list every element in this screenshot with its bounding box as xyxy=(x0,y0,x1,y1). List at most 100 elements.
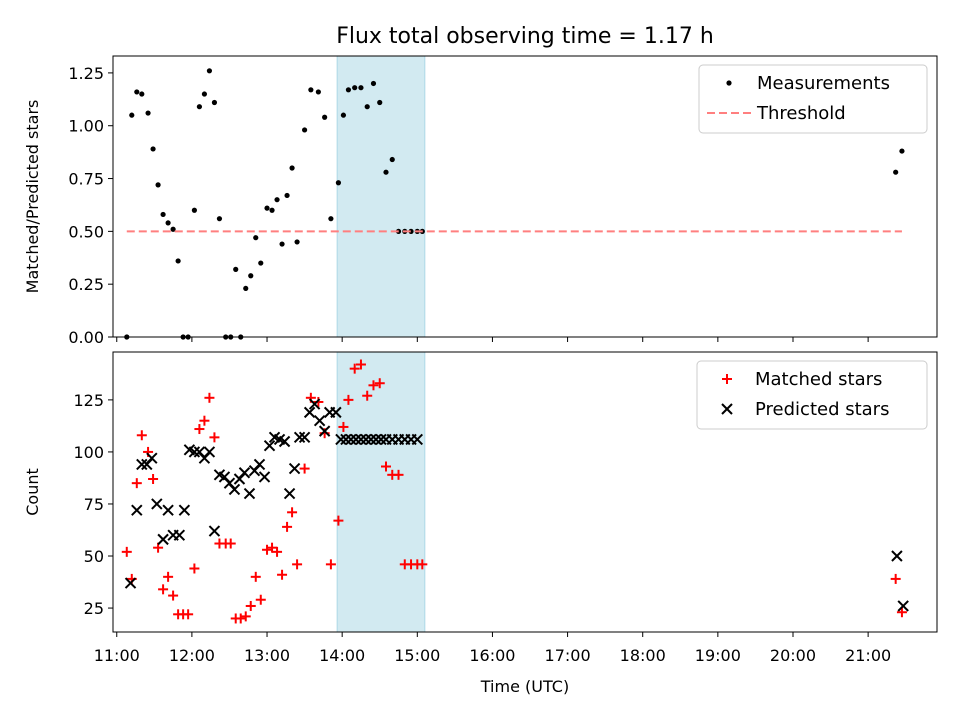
y-tick-label: 0.75 xyxy=(68,170,104,189)
predicted-point xyxy=(188,446,201,458)
measurement-point xyxy=(160,211,166,218)
legend-box xyxy=(696,360,928,430)
matched-point xyxy=(282,521,293,532)
matched-point xyxy=(417,559,428,570)
predicted-point xyxy=(365,433,377,446)
matched-point xyxy=(393,469,404,480)
measurement-point xyxy=(269,207,275,213)
matched-point xyxy=(189,563,200,574)
predicted-point xyxy=(278,435,291,448)
predicted-point xyxy=(228,483,241,496)
measurement-point xyxy=(206,68,213,74)
predicted-point xyxy=(238,467,251,479)
legend-key-measurements xyxy=(726,80,732,86)
predicted-point-b xyxy=(411,433,424,446)
x-tick-label: 12:00 xyxy=(169,646,215,665)
predicted-point xyxy=(340,433,352,446)
predicted-point-b xyxy=(360,433,372,446)
measurement-point xyxy=(145,110,151,116)
matched-point xyxy=(355,359,366,370)
y-tick-label: 50 xyxy=(84,547,104,566)
matched-point xyxy=(250,571,261,582)
predicted-point-b xyxy=(146,452,158,464)
predicted-point xyxy=(151,498,163,510)
predicted-point-b xyxy=(157,533,169,546)
measurement-point xyxy=(233,266,239,272)
predicted-point-b xyxy=(335,433,347,446)
measurement-point xyxy=(893,169,899,175)
x-tick-label: 18:00 xyxy=(620,646,666,665)
predicted-point-b xyxy=(208,525,221,537)
measurement-point xyxy=(165,220,171,226)
predicted-point-b xyxy=(278,435,291,448)
x-tick-label: 13:00 xyxy=(244,646,290,665)
predicted-point-b xyxy=(213,469,226,481)
predicted-point-b xyxy=(350,433,362,446)
predicted-point-b xyxy=(218,471,231,483)
matched-point xyxy=(374,378,385,389)
y-tick-label: 0.00 xyxy=(68,328,104,347)
predicted-point-b xyxy=(313,414,326,427)
matched-point xyxy=(890,573,901,584)
predicted-point-b xyxy=(203,446,216,458)
predicted-point xyxy=(303,406,316,419)
y-axis-label: Matched/Predicted stars xyxy=(23,100,42,294)
predicted-point xyxy=(330,406,342,419)
y-tick-label: 1.25 xyxy=(68,64,104,83)
predicted-point-b xyxy=(131,504,143,516)
matched-point xyxy=(199,415,210,426)
predicted-point-b xyxy=(173,529,186,541)
predicted-point xyxy=(370,433,382,446)
predicted-point-b xyxy=(891,550,903,562)
matched-point xyxy=(209,432,220,443)
matched-point xyxy=(368,380,379,391)
predicted-point-b xyxy=(293,431,306,444)
measurement-point xyxy=(134,89,140,95)
legend-label: Predicted stars xyxy=(755,399,889,420)
predicted-point xyxy=(355,433,367,446)
matched-point xyxy=(292,559,303,570)
predicted-point-b xyxy=(355,433,367,446)
measurement-point xyxy=(243,285,249,292)
x-tick-label: 11:00 xyxy=(94,646,140,665)
y-tick-label: 1.00 xyxy=(68,117,104,136)
x-tick-label: 20:00 xyxy=(770,646,816,665)
predicted-point-b xyxy=(268,431,281,444)
predicted-point-b xyxy=(365,433,377,446)
axes-frame xyxy=(112,351,938,633)
predicted-point xyxy=(243,487,256,500)
x-tick-label: 16:00 xyxy=(469,646,515,665)
matched-point xyxy=(272,546,283,557)
predicted-point-b xyxy=(188,446,201,458)
predicted-point-b xyxy=(151,498,163,510)
predicted-point xyxy=(375,433,387,446)
matched-point xyxy=(362,390,373,401)
measurement-point xyxy=(253,235,259,241)
matched-point xyxy=(183,609,194,620)
predicted-point-b xyxy=(253,458,266,471)
measurement-point xyxy=(340,112,347,118)
predicted-point-b xyxy=(178,504,191,516)
chart-title: Flux total observing time = 1.17 h xyxy=(336,24,714,49)
measurement-point xyxy=(279,241,285,247)
predicted-point-b xyxy=(330,406,342,419)
y-axis-label: Count xyxy=(23,468,42,516)
predicted-point xyxy=(157,533,169,546)
matched-point xyxy=(121,546,132,557)
legend-label: Threshold xyxy=(756,103,846,124)
measurement-point xyxy=(358,85,364,91)
predicted-point xyxy=(178,504,191,516)
matched-point xyxy=(148,473,159,484)
y-tick-label: 125 xyxy=(73,391,104,410)
matched-point xyxy=(325,559,336,570)
y-tick-label: 0.25 xyxy=(68,275,104,294)
measurement-point xyxy=(328,216,334,222)
shaded-interval xyxy=(336,351,426,633)
measurement-point xyxy=(258,260,264,266)
predicted-point-b xyxy=(223,477,236,489)
predicted-point-b xyxy=(193,446,206,458)
predicted-point-b xyxy=(263,439,276,452)
y-tick-label: 25 xyxy=(84,599,104,618)
matched-point xyxy=(333,515,344,526)
